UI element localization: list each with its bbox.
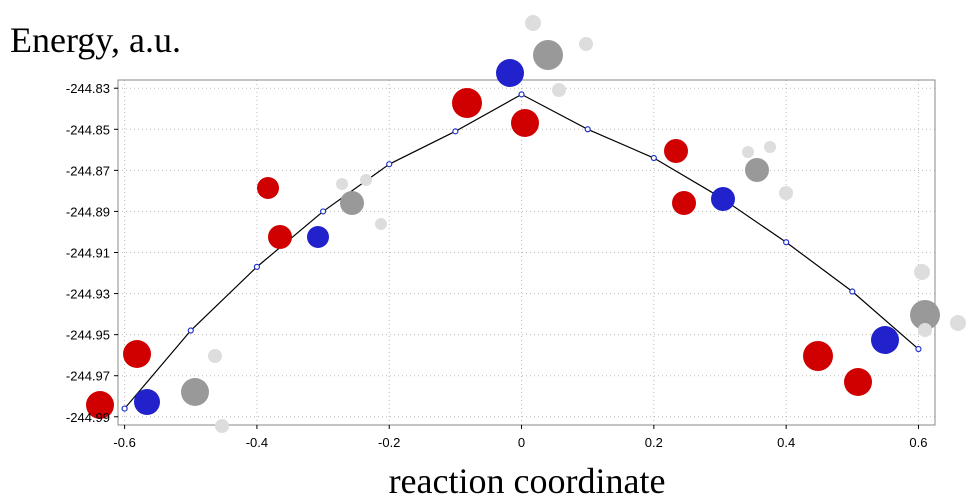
point	[187, 327, 194, 334]
line	[124, 93, 919, 409]
molecule-decorations	[86, 15, 966, 433]
x-tick-label: 0	[518, 435, 525, 450]
point	[452, 128, 459, 135]
y-tick-label: -244.85	[66, 122, 110, 137]
y-tick-label: -244.99	[66, 410, 110, 425]
y-tick-label: -244.95	[66, 328, 110, 343]
x-tick-label: 0.2	[645, 435, 663, 450]
point	[386, 161, 393, 168]
y-tick-label: -244.87	[66, 163, 110, 178]
point	[121, 405, 128, 412]
x-tick-label: -0.6	[113, 435, 135, 450]
point	[518, 91, 525, 98]
x-tick-label: 0.6	[909, 435, 927, 450]
y-tick-label: -244.83	[66, 81, 110, 96]
y-tick-label: -244.97	[66, 369, 110, 384]
x-axis-label: reaction coordinate	[389, 461, 666, 501]
y-tick-label: -244.91	[66, 246, 110, 261]
x-tick-label: -0.2	[378, 435, 400, 450]
point	[783, 239, 790, 246]
point	[915, 345, 922, 353]
point	[650, 154, 657, 162]
x-tick-label: -0.4	[246, 435, 268, 450]
point	[319, 208, 327, 215]
point	[253, 263, 261, 270]
chart-title: Energy, a.u.	[10, 20, 181, 60]
point	[849, 288, 856, 295]
x-tick-label: 0.4	[777, 435, 795, 450]
point	[584, 126, 591, 133]
y-tick-label: -244.89	[66, 204, 110, 219]
y-tick-label: -244.93	[66, 287, 110, 302]
